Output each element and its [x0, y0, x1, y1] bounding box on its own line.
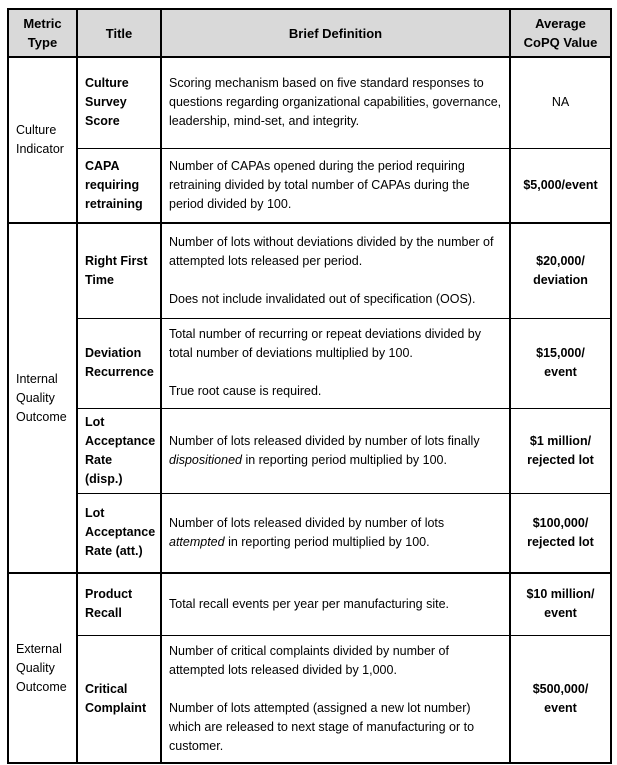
copq-value-cell: NA: [509, 56, 612, 149]
header-title: Title: [76, 8, 162, 58]
definition-cell: Number of lots released divided by numbe…: [160, 492, 511, 574]
definition-paragraph: Number of lots attempted (assigned a new…: [169, 699, 502, 756]
table-row: External Quality Outcome Product Recall To…: [7, 572, 612, 764]
copq-value-line: rejected lot: [527, 534, 594, 549]
copq-value-cell: $100,000/rejected lot: [509, 492, 612, 574]
title-cell: CAPA requiring retraining: [76, 147, 162, 224]
definition-segment: in reporting period multiplied by 100.: [241, 452, 447, 467]
copq-value-line: event: [544, 365, 577, 379]
table-row: Internal Quality Outcome Right First Time…: [7, 222, 612, 574]
title-cell: Critical Complaint: [76, 634, 162, 764]
definition-paragraph: Number of lots without deviations divide…: [169, 233, 502, 271]
copq-value-line: $5,000/event: [523, 177, 598, 192]
table-row: Lot Acceptance Rate (disp.) Number of lot…: [8, 407, 612, 494]
title-cell: Product Recall: [76, 572, 162, 636]
title-cell: Right First Time: [76, 222, 162, 319]
definition-cell: Number of CAPAs opened during the period…: [160, 147, 511, 224]
metric-type-cell: Culture Indicator: [7, 56, 78, 224]
title-cell: Lot Acceptance Rate (disp.): [76, 407, 162, 494]
title-cell: Culture Survey Score: [76, 56, 162, 149]
copq-value-cell: $500,000/event: [509, 634, 612, 764]
copq-value-line: $500,000/: [532, 681, 589, 696]
definition-segment: Number of lots released divided by numbe…: [169, 515, 445, 530]
copq-value-line: $10 million/: [526, 587, 595, 602]
definition-cell: Scoring mechanism based on five standard…: [160, 56, 511, 149]
definition-paragraph: Number of lots released divided by numbe…: [169, 514, 502, 552]
copq-value-line: $20,000/: [536, 253, 585, 268]
table-row: CAPA requiring retraining Number of CAPAs…: [8, 147, 612, 224]
definition-paragraph: Number of critical complaints divided by…: [169, 642, 502, 680]
definition-segment: Total recall events per year per manufac…: [169, 596, 449, 611]
header-row: Metric Type Title Brief Definition Avera…: [7, 8, 612, 58]
copq-value-cell: $20,000/deviation: [509, 222, 612, 319]
definition-segment: Number of lots released divided by numbe…: [169, 433, 480, 448]
table-body: Culture Indicator Culture Survey Score Sco…: [7, 56, 612, 764]
definition-segment: Does not include invalidated out of spec…: [169, 291, 476, 306]
copq-value-cell: $15,000/event: [509, 317, 612, 409]
definition-paragraph: Does not include invalidated out of spec…: [169, 290, 502, 309]
definition-segment: Number of critical complaints divided by…: [169, 643, 449, 677]
title-cell: Lot Acceptance Rate (att.): [76, 492, 162, 574]
definition-cell: Total number of recurring or repeat devi…: [160, 317, 511, 409]
table-row: Deviation Recurrence Total number of recu…: [8, 317, 612, 409]
definition-cell: Number of critical complaints divided by…: [160, 634, 511, 764]
copq-value-cell: $5,000/event: [509, 147, 612, 224]
table-row: Lot Acceptance Rate (att.) Number of lots…: [8, 492, 612, 574]
copq-value-line: $15,000/: [536, 346, 585, 360]
definition-segment: Number of lots without deviations divide…: [169, 234, 494, 268]
copq-value-line: rejected lot: [527, 452, 594, 467]
copq-value-line: event: [544, 606, 577, 621]
definition-segment: Total number of recurring or repeat devi…: [169, 327, 481, 360]
copq-metrics-table: Metric Type Title Brief Definition Avera…: [7, 8, 612, 764]
copq-value-line: deviation: [533, 272, 588, 287]
definition-paragraph: Total recall events per year per manufac…: [169, 595, 502, 614]
table-row: Critical Complaint Number of critical com…: [8, 634, 612, 764]
copq-value-line: $100,000/: [532, 515, 589, 530]
copq-value-cell: $1 million/rejected lot: [509, 407, 612, 494]
definition-segment: in reporting period multiplied by 100.: [224, 534, 430, 549]
definition-segment: Number of lots attempted (assigned a new…: [169, 700, 475, 753]
metric-type-cell: Internal Quality Outcome: [7, 222, 78, 574]
definition-paragraph: Scoring mechanism based on five standard…: [169, 74, 502, 131]
definition-italic-segment: attempted: [169, 534, 225, 549]
definition-segment: True root cause is required.: [169, 384, 322, 398]
definition-cell: Total recall events per year per manufac…: [160, 572, 511, 636]
table-row: Culture Indicator Culture Survey Score Sco…: [7, 56, 612, 224]
metric-type-cell: External Quality Outcome: [7, 572, 78, 764]
copq-value-line: NA: [551, 95, 570, 110]
definition-paragraph: True root cause is required.: [169, 382, 502, 401]
definition-cell: Number of lots released divided by numbe…: [160, 407, 511, 494]
definition-paragraph: Number of lots released divided by numbe…: [169, 432, 502, 470]
definition-paragraph: Total number of recurring or repeat devi…: [169, 325, 502, 363]
definition-segment: Scoring mechanism based on five standard…: [169, 76, 502, 129]
header-average-copq-value: Average CoPQ Value: [509, 8, 612, 58]
definition-paragraph: Number of CAPAs opened during the period…: [169, 157, 502, 214]
header-metric-type: Metric Type: [7, 8, 78, 58]
definition-italic-segment: dispositioned: [169, 452, 242, 467]
definition-segment: Number of CAPAs opened during the period…: [169, 158, 470, 211]
header-brief-definition: Brief Definition: [160, 8, 511, 58]
definition-cell: Number of lots without deviations divide…: [160, 222, 511, 319]
copq-value-line: event: [544, 700, 577, 715]
copq-value-line: $1 million/: [529, 433, 592, 448]
title-cell: Deviation Recurrence: [76, 317, 162, 409]
copq-value-cell: $10 million/event: [509, 572, 612, 636]
